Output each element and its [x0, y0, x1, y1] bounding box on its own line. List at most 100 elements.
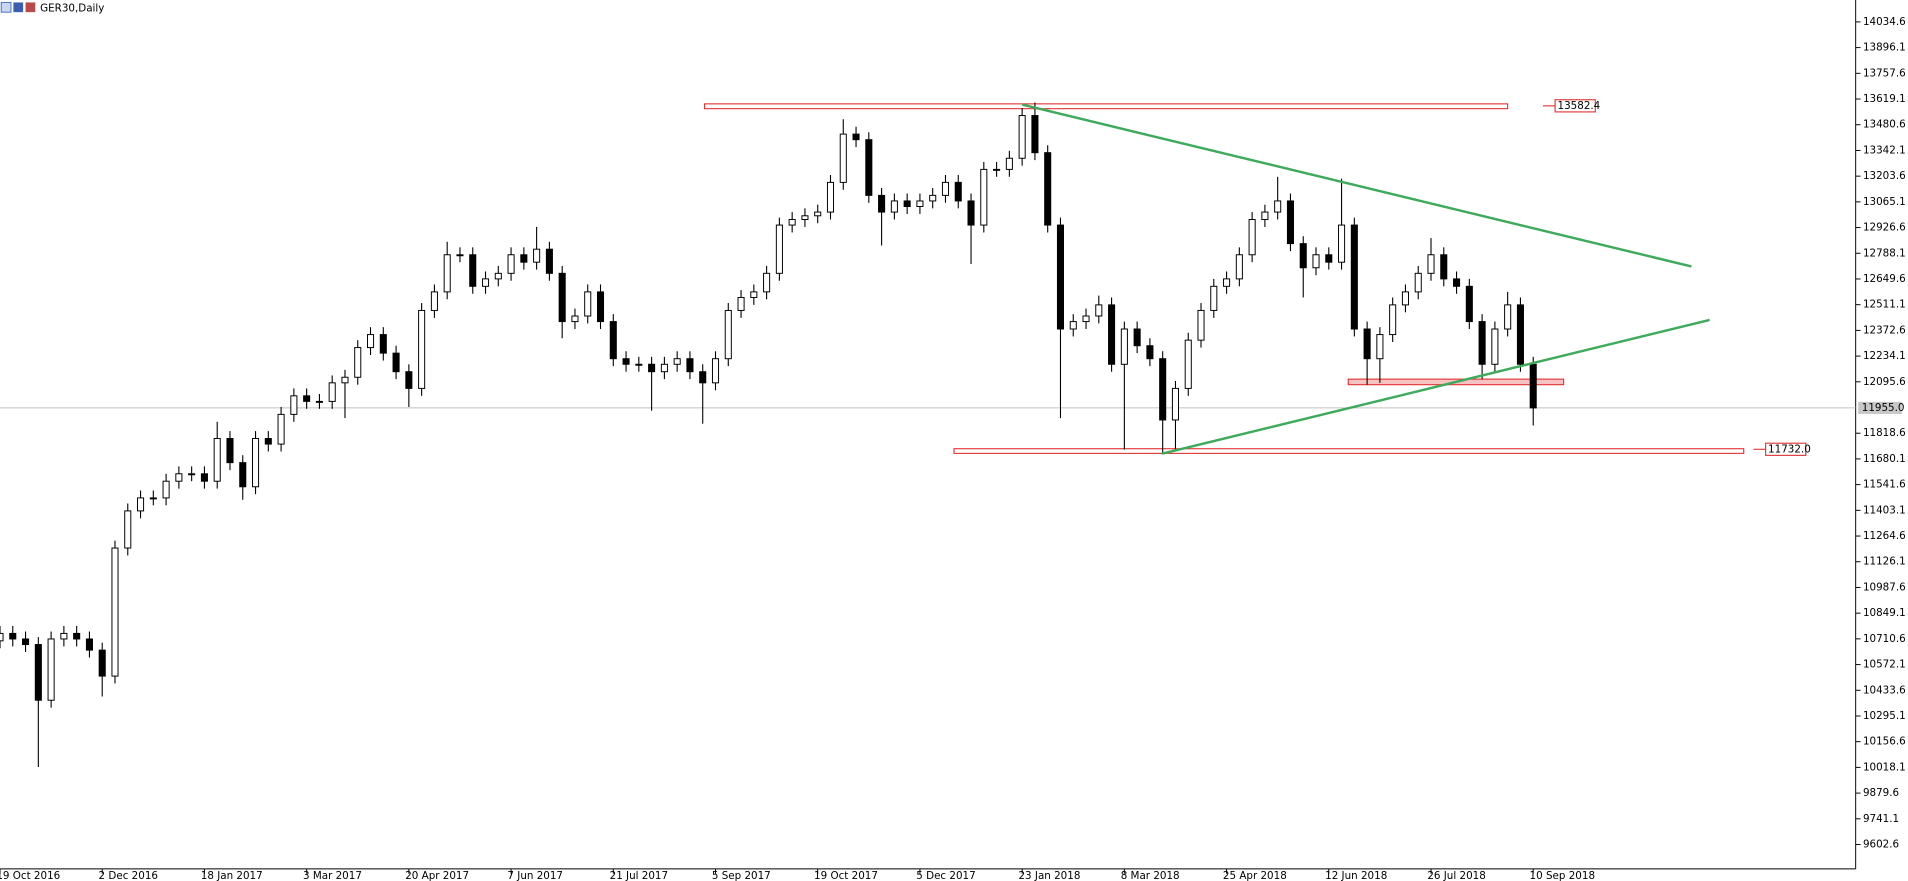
candle-body [1529, 363, 1537, 409]
candle-body [22, 638, 30, 646]
candle-body [9, 632, 17, 640]
candle-body [392, 352, 400, 373]
candle-body [239, 462, 247, 488]
y-tick-label: 13757.6 [1863, 67, 1906, 79]
y-tick-label: 13342.1 [1863, 144, 1906, 156]
y-tick-label: 11818.6 [1863, 427, 1906, 439]
y-tick-label: 10156.6 [1863, 736, 1906, 748]
candle-body [226, 438, 234, 464]
level-box [1765, 442, 1807, 456]
candle-body [1401, 291, 1409, 306]
x-tick-label: 18 Jan 2017 [201, 870, 263, 881]
candle-body [1184, 339, 1192, 389]
current-price-label: 11955.0 [1862, 402, 1905, 414]
candle-body [1005, 157, 1013, 170]
candle-body [1350, 224, 1358, 330]
y-tick-label: 12095.6 [1863, 376, 1906, 388]
candle-body [699, 371, 707, 384]
candle-body [1465, 285, 1473, 323]
x-tick-label: 10 Sep 2018 [1530, 870, 1595, 881]
candle-body [1248, 219, 1256, 256]
y-tick-label: 10849.1 [1863, 607, 1906, 619]
candle-body [1376, 334, 1384, 360]
x-tick-label: 25 Apr 2018 [1223, 870, 1287, 881]
y-tick-label: 11264.6 [1863, 530, 1906, 542]
y-tick-label: 10710.6 [1863, 633, 1906, 645]
candle-body [303, 395, 311, 402]
y-tick-label: 9741.1 [1863, 813, 1899, 825]
level-label: 13582.4 [1558, 100, 1601, 112]
candle-body [1261, 211, 1269, 220]
candle-body [954, 181, 962, 202]
candle-body [941, 181, 950, 196]
candle-body [1044, 152, 1052, 226]
candle-body [443, 254, 451, 293]
candle-body [34, 644, 42, 701]
y-tick-label: 9879.6 [1863, 787, 1899, 799]
chart-title: GER30,Daily [40, 3, 104, 15]
candle-body [1210, 285, 1218, 311]
candle-body [865, 139, 873, 196]
candle-body [0, 632, 4, 642]
candle-body [545, 248, 553, 274]
candle-body [839, 133, 847, 183]
candle-body [315, 400, 323, 403]
x-tick-label: 19 Oct 2016 [0, 870, 60, 881]
candle-body [596, 291, 605, 323]
y-tick-label: 12926.6 [1863, 222, 1906, 234]
candle-body [252, 438, 260, 488]
candle-body [1389, 304, 1397, 336]
candle-body [916, 200, 924, 207]
candle-body [175, 473, 183, 482]
candle-body [584, 291, 592, 317]
candle-body [609, 321, 617, 360]
candle-body [1516, 304, 1524, 365]
y-tick-label: 13896.1 [1863, 42, 1906, 54]
candle-body [1146, 345, 1154, 360]
candle-body [724, 309, 732, 360]
candle-body [418, 309, 426, 389]
candle-body [737, 296, 745, 311]
candle-body [430, 291, 438, 311]
y-tick-label: 13480.6 [1863, 119, 1906, 131]
candle-body [801, 215, 809, 220]
candle-body [1108, 304, 1116, 365]
candle-body [341, 376, 349, 384]
x-tick-label: 7 Jun 2017 [507, 870, 563, 881]
candle-body [878, 194, 886, 213]
candle-body [903, 200, 911, 207]
candle-body [1120, 328, 1128, 365]
candle-body [1018, 115, 1026, 159]
candle-body [111, 547, 119, 677]
y-tick-label: 11680.1 [1863, 453, 1906, 465]
candle-body [1440, 254, 1448, 280]
candle-body [622, 358, 630, 365]
y-tick-label: 10018.1 [1863, 761, 1906, 773]
candle-body [929, 194, 937, 202]
candle-body [469, 254, 477, 287]
y-tick-label: 13619.1 [1863, 93, 1906, 105]
icon [25, 2, 36, 13]
candle-body [456, 254, 464, 257]
candle-body [788, 219, 796, 226]
y-tick-label: 12511.1 [1863, 299, 1906, 311]
candle-body [85, 638, 93, 651]
candle-body [814, 211, 822, 217]
y-tick-label: 9602.6 [1863, 839, 1899, 851]
icon [13, 2, 24, 13]
candle-body [1427, 254, 1435, 274]
x-tick-label: 12 Jun 2018 [1325, 870, 1387, 881]
candle-body [1274, 200, 1282, 213]
candle-body [1171, 387, 1179, 421]
y-tick-label: 12234.1 [1863, 350, 1906, 362]
candle-body [826, 181, 835, 213]
x-tick-label: 8 Mar 2018 [1121, 870, 1180, 881]
candle-body [60, 632, 68, 640]
zone [953, 448, 1745, 454]
candle-body [507, 254, 515, 274]
candle-body [750, 291, 758, 298]
candle-body [1223, 278, 1231, 287]
candle-body [660, 363, 668, 373]
